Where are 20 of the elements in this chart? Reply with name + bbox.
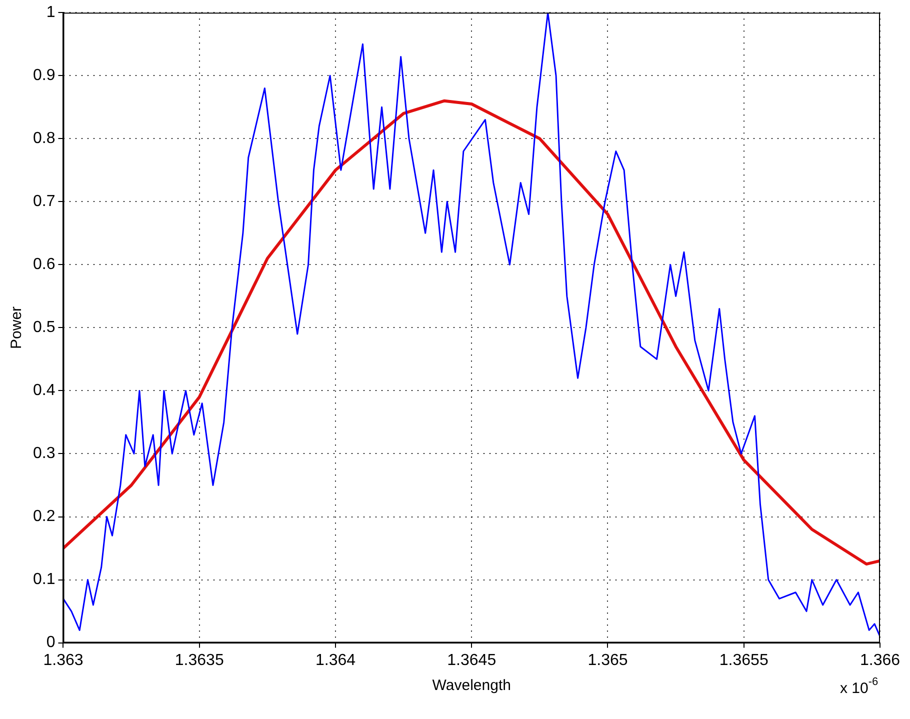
y-tick-label: 0.7 [32,193,56,210]
y-tick-label: 0.9 [32,67,56,84]
y-axis-title: Power [8,306,26,349]
y-tick-label: 0.5 [32,319,56,336]
y-tick-label: 0.6 [32,256,56,274]
x-tick-label: 1.364 [315,652,356,669]
y-tick-label: 0.2 [32,508,56,526]
y-tick-label: 0.3 [32,445,56,462]
x-tick-label: 1.365 [588,652,628,669]
y-tick-label: 1 [46,4,56,22]
x-tick-label: 1.3635 [174,652,224,669]
y-tick-label: 0.8 [32,130,56,148]
x-tick-label: 1.366 [860,652,900,669]
x-tick-label: 1.3655 [719,652,768,669]
y-tick-label: 0.4 [32,382,56,400]
x-tick-label: 1.363 [43,652,84,669]
y-tick-label: 0 [46,634,56,652]
y-tick-label: 0.1 [32,571,56,588]
x-axis-title: Wavelength [432,677,511,694]
x-tick-label: 1.3645 [447,652,496,669]
